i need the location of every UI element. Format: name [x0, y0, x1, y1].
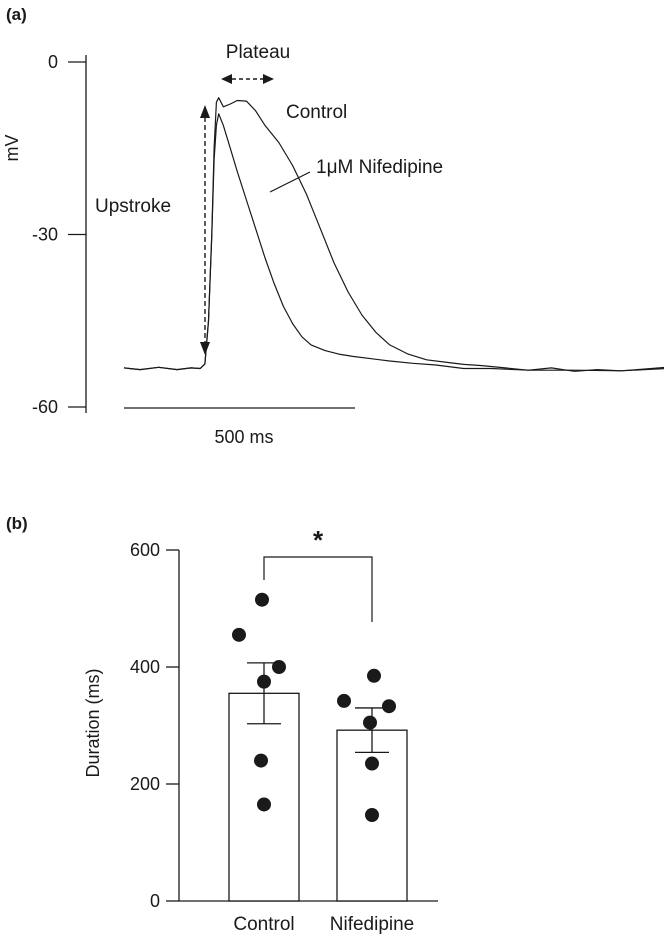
data-point-control: [254, 753, 268, 768]
panel-a-ylabel: mV: [2, 135, 22, 162]
panel-b-tick-label: 400: [130, 657, 160, 677]
scale-bar-label: 500 ms: [214, 427, 273, 447]
data-point-nifedipine: [365, 756, 379, 771]
panel-b-tick-label: 0: [150, 891, 160, 911]
panel-a-traces: [123, 97, 664, 372]
data-point-control: [232, 627, 246, 642]
data-point-control: [255, 592, 269, 607]
upstroke-arrow: [200, 105, 210, 355]
nifedipine-leader-line: [269, 171, 311, 193]
bar-control: [228, 692, 300, 902]
panel-b-ylabel: Duration (ms): [83, 668, 103, 777]
panel-a-label: (a): [6, 5, 27, 24]
panel-b-bars: [228, 592, 408, 902]
data-point-nifedipine: [382, 699, 396, 714]
panel-a-action-potential: (a) mV 0-30-60 Plateau Upstroke Control …: [2, 5, 664, 447]
data-point-nifedipine: [363, 715, 377, 730]
data-point-control: [272, 660, 286, 674]
panel-b-y-ticks: 0 200 400 600: [130, 540, 179, 911]
panel-a-tick-label: -60: [32, 397, 58, 417]
data-point-control: [257, 674, 271, 689]
data-point-nifedipine: [337, 693, 351, 708]
panel-b-tick-label: 600: [130, 540, 160, 560]
panel-a-tick-label: -30: [32, 225, 58, 245]
panel-b-tick-label: 200: [130, 774, 160, 794]
category-label-control: Control: [233, 914, 294, 935]
nifedipine-trace-label: 1μM Nifedipine: [316, 157, 443, 178]
significance-bracket: [263, 556, 373, 622]
control-trace: [123, 97, 664, 372]
control-trace-label: Control: [286, 102, 347, 123]
category-label-nifedipine: Nifedipine: [330, 914, 415, 935]
data-point-nifedipine: [365, 808, 379, 823]
significance-star: *: [313, 525, 324, 555]
plateau-label: Plateau: [226, 42, 290, 63]
upstroke-label: Upstroke: [95, 196, 171, 217]
panel-a-y-ticks: 0 -30 -60: [32, 52, 86, 417]
panel-b-label: (b): [6, 514, 28, 533]
data-point-nifedipine: [367, 668, 381, 683]
panel-b-duration-bars: (b) Duration (ms) 0 200 400 600 * Control N…: [6, 514, 438, 935]
plateau-arrow: [221, 74, 274, 84]
panel-a-tick-label: 0: [48, 52, 58, 72]
data-point-control: [257, 797, 271, 812]
nifedipine-trace: [123, 113, 664, 372]
